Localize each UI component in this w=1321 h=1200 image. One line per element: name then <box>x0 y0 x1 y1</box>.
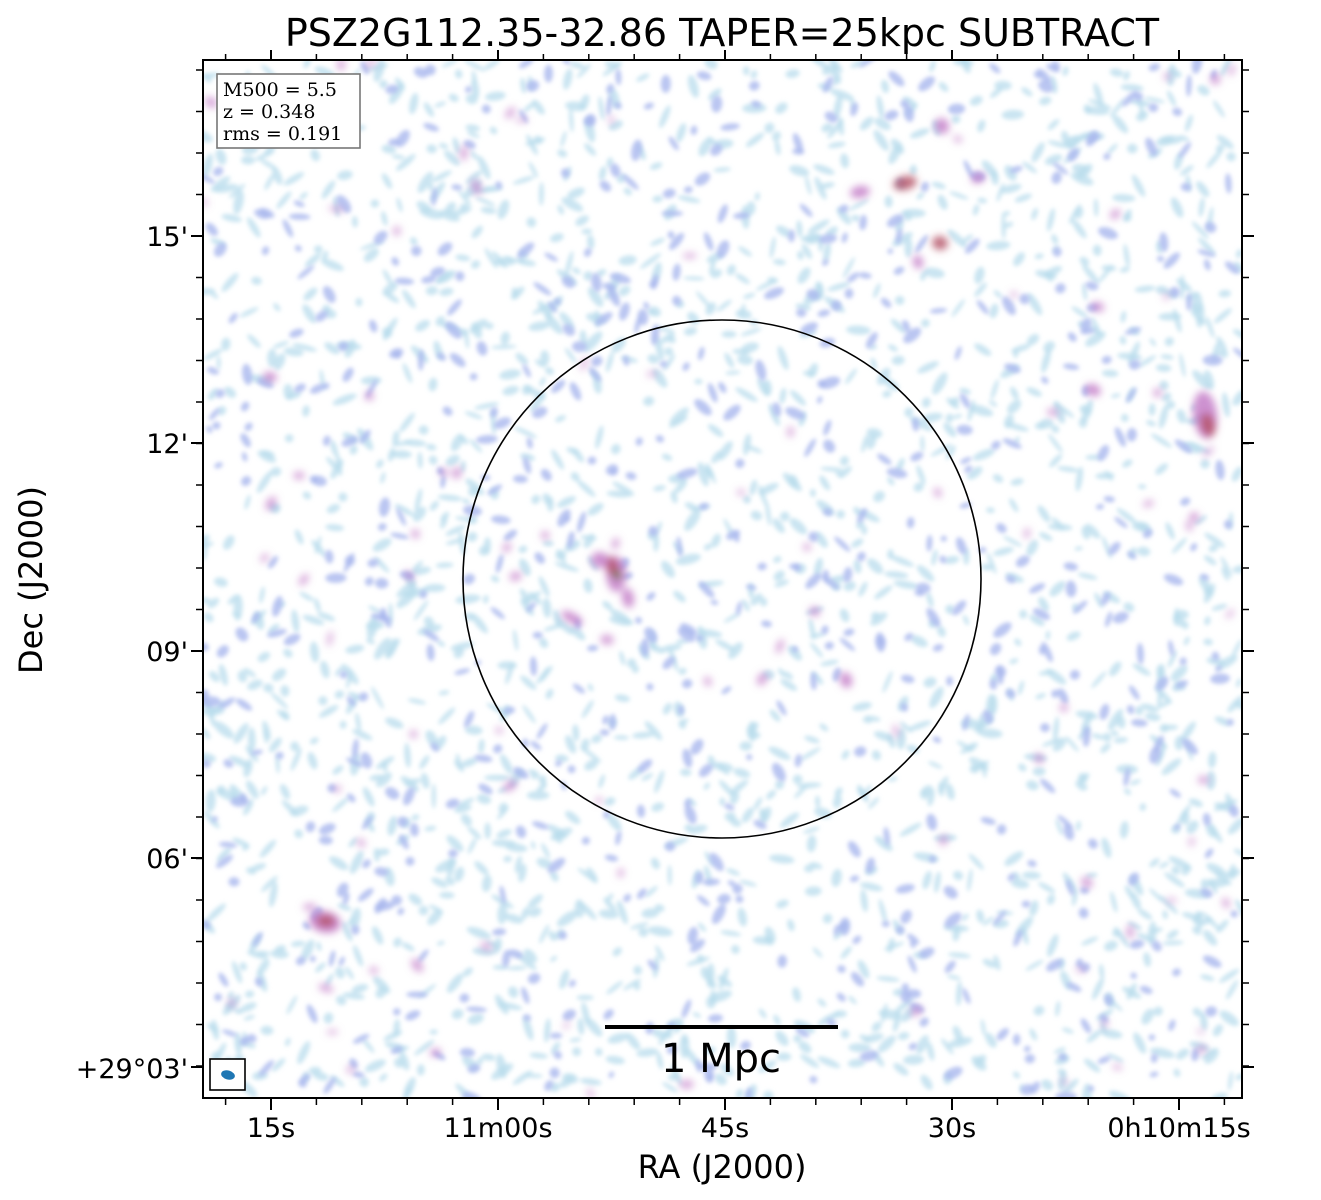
info-redshift: z = 0.348 <box>223 101 315 123</box>
x-tick-label-2: 45s <box>701 1113 749 1144</box>
r500-circle <box>462 319 982 839</box>
plot-frame <box>202 59 1243 1099</box>
info-rms: rms = 0.191 <box>223 123 342 145</box>
x-tick-label-4: 0h10m15s <box>1107 1113 1250 1144</box>
y-axis-label: Dec (J2000) <box>12 486 50 674</box>
map-panel: 1 Mpc M500 = 5.5 z = 0.348 rms = 0.191 <box>191 50 1254 1110</box>
y-tick-label-0: 15' <box>146 222 188 253</box>
x-axis-label: RA (J2000) <box>638 1148 807 1186</box>
x-tick-label-3: 30s <box>928 1113 976 1144</box>
info-mass: M500 = 5.5 <box>223 79 337 101</box>
beam-ellipse <box>221 1070 235 1080</box>
x-tick-label-0: 15s <box>247 1113 295 1144</box>
figure-title: PSZ2G112.35-32.86 TAPER=25kpc SUBTRACT <box>285 11 1160 55</box>
x-tick-label-1: 11m00s <box>443 1113 552 1144</box>
scale-bar-label: 1 Mpc <box>661 1036 781 1082</box>
info-box <box>216 73 361 149</box>
y-tick-label-2: 09' <box>146 637 188 668</box>
y-tick-label-3: 06' <box>146 844 188 875</box>
y-tick-label-1: 12' <box>146 429 188 460</box>
axis-ticks <box>191 50 1254 1110</box>
y-tick-label-4: +29°03' <box>76 1054 188 1085</box>
radio-emission-layer <box>203 60 1242 1098</box>
